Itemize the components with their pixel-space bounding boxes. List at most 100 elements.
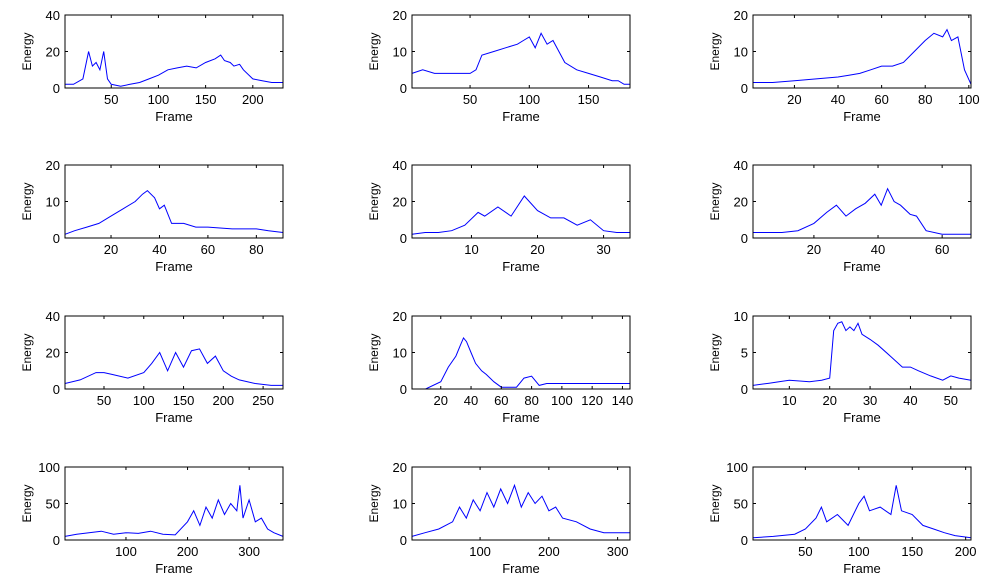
x-axis-label: Frame	[155, 259, 193, 274]
series-line	[411, 483, 630, 537]
y-tick-label: 10	[734, 309, 748, 324]
subplot-7: 50 100 150 200 250 0 20 40 Frame Energy	[20, 309, 284, 425]
y-tick-label: 50	[46, 497, 60, 512]
x-tick-label: 40	[903, 393, 917, 408]
subplot-5: 10 20 30 0 20 40 Frame Energy	[367, 158, 631, 274]
y-axis-label: Energy	[708, 32, 722, 70]
y-tick-label: 0	[400, 533, 407, 548]
series-line	[752, 321, 972, 386]
x-tick-label: 80	[524, 393, 538, 408]
y-tick-label: 0	[53, 81, 60, 96]
x-tick-label: 60	[494, 393, 508, 408]
x-tick-label: 120	[581, 393, 603, 408]
series-line	[411, 32, 630, 85]
x-axis-label: Frame	[155, 109, 193, 124]
x-tick-label: 100	[551, 393, 573, 408]
x-axis-label: Frame	[155, 410, 193, 425]
subplot-6: 20 40 60 0 20 40 Frame Energy	[708, 158, 972, 274]
y-tick-label: 0	[400, 382, 407, 397]
y-axis-label: Energy	[20, 484, 34, 522]
x-tick-label: 20	[104, 242, 118, 257]
y-tick-label: 0	[400, 81, 407, 96]
x-axis-label: Frame	[843, 109, 881, 124]
subplot-12: 50 100 150 200 0 50 100 Frame Energy	[708, 460, 977, 576]
subplot-4: 20 40 60 80 0 10 20 Frame Energy	[20, 158, 284, 274]
y-tick-label: 0	[400, 231, 407, 246]
y-tick-label: 20	[734, 195, 748, 210]
series-line	[753, 187, 971, 235]
y-axis-label: Energy	[367, 333, 381, 371]
y-tick-label: 40	[46, 8, 60, 23]
y-tick-label: 40	[46, 309, 60, 324]
x-tick-label: 60	[201, 242, 215, 257]
x-tick-label: 40	[831, 92, 845, 107]
x-tick-label: 50	[104, 92, 118, 107]
axes-box	[411, 14, 631, 89]
y-tick-label: 0	[53, 382, 60, 397]
y-tick-label: 10	[46, 195, 60, 210]
y-tick-label: 0	[741, 231, 748, 246]
y-axis-label: Energy	[708, 484, 722, 522]
series-line	[64, 485, 284, 537]
x-tick-label: 100	[958, 92, 980, 107]
y-tick-label: 40	[734, 158, 748, 173]
x-axis-label: Frame	[843, 259, 881, 274]
x-tick-label: 40	[464, 393, 478, 408]
x-tick-label: 80	[918, 92, 932, 107]
x-tick-label: 150	[901, 544, 923, 559]
x-tick-label: 30	[596, 242, 610, 257]
subplot-3: 20 40 60 80 100 0 10 20 Frame Energy	[708, 8, 980, 124]
axes-box	[411, 315, 631, 390]
subplot-10: 100 200 300 0 50 100 Frame Energy	[20, 460, 284, 576]
axes-box	[752, 315, 972, 390]
x-axis-label: Frame	[502, 561, 540, 576]
x-axis-label: Frame	[843, 561, 881, 576]
y-tick-label: 0	[53, 533, 60, 548]
x-tick-label: 20	[807, 242, 821, 257]
x-tick-label: 10	[464, 242, 478, 257]
axes-box	[752, 466, 972, 541]
x-tick-label: 100	[148, 92, 170, 107]
x-tick-label: 50	[798, 544, 812, 559]
y-tick-label: 20	[734, 8, 748, 23]
axes-box	[64, 164, 284, 239]
x-tick-label: 40	[871, 242, 885, 257]
x-tick-label: 150	[578, 92, 600, 107]
x-tick-label: 100	[848, 544, 870, 559]
x-tick-label: 100	[469, 544, 491, 559]
x-tick-label: 300	[238, 544, 260, 559]
y-tick-label: 20	[393, 460, 407, 475]
x-axis-label: Frame	[502, 109, 540, 124]
series-line	[752, 485, 972, 539]
x-tick-label: 20	[822, 393, 836, 408]
x-tick-label: 150	[173, 393, 195, 408]
axes-box	[752, 14, 972, 89]
x-tick-label: 20	[434, 393, 448, 408]
x-tick-label: 10	[782, 393, 796, 408]
axes-box	[411, 466, 631, 541]
y-tick-label: 100	[38, 460, 60, 475]
x-tick-label: 200	[242, 92, 264, 107]
y-axis-label: Energy	[708, 333, 722, 371]
y-tick-label: 20	[393, 309, 407, 324]
subplot-9: 10 20 30 40 50 0 5 10 Frame Energy	[708, 309, 972, 425]
series-line	[412, 336, 630, 390]
series-line	[65, 51, 283, 87]
x-tick-label: 140	[612, 393, 634, 408]
series-line	[411, 195, 630, 235]
series-line	[753, 28, 972, 85]
y-tick-label: 50	[734, 497, 748, 512]
y-axis-label: Energy	[367, 182, 381, 220]
x-tick-label: 30	[863, 393, 877, 408]
x-tick-label: 100	[518, 92, 540, 107]
y-tick-label: 100	[726, 460, 748, 475]
y-axis-label: Energy	[367, 32, 381, 70]
y-tick-label: 0	[53, 231, 60, 246]
y-tick-label: 20	[46, 45, 60, 60]
y-tick-label: 10	[393, 346, 407, 361]
x-tick-label: 200	[212, 393, 234, 408]
y-tick-label: 10	[393, 45, 407, 60]
x-tick-label: 60	[935, 242, 949, 257]
y-axis-label: Energy	[20, 32, 34, 70]
